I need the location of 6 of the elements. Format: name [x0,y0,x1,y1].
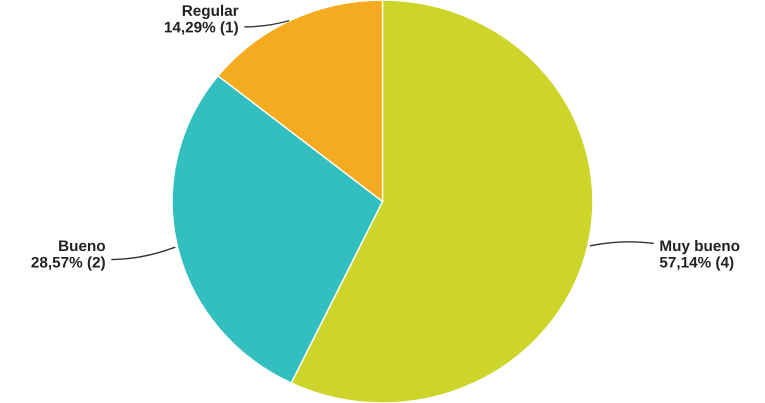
data-label: 28,57% (2) [31,256,105,271]
data-label: 57,14% (4) [660,256,734,271]
slice-label: Muy bueno [660,240,740,254]
slice-label: Regular [182,4,238,20]
slice-label: Bueno [59,240,106,252]
data-label: 14,29% (1) [164,21,238,36]
